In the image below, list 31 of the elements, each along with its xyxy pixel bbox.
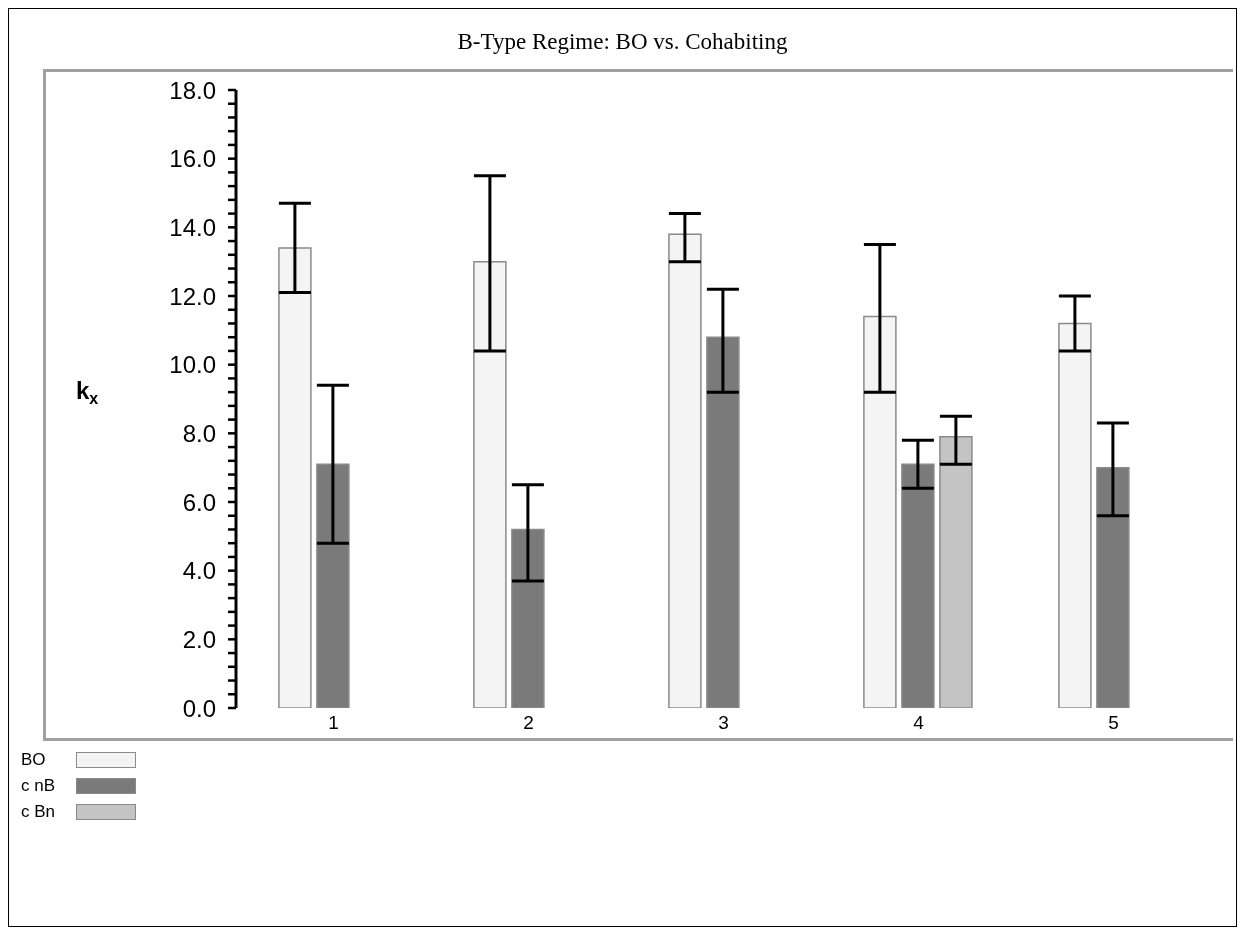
y-tick-label: 12.0 bbox=[169, 282, 216, 310]
bar bbox=[511, 528, 545, 708]
y-tick-label: 6.0 bbox=[182, 488, 216, 516]
y-tick-label: 2.0 bbox=[182, 625, 216, 653]
y-tick-label: 4.0 bbox=[182, 557, 216, 585]
y-tick-label: 18.0 bbox=[169, 76, 216, 104]
legend-label: BO bbox=[21, 749, 47, 771]
bar bbox=[706, 336, 740, 708]
y-tick-label: 8.0 bbox=[182, 419, 216, 447]
bar bbox=[901, 463, 935, 708]
y-tick-label: 14.0 bbox=[169, 213, 216, 241]
legend-label: c nB bbox=[21, 775, 57, 797]
bar bbox=[1058, 322, 1092, 708]
y-tick-label: 0.0 bbox=[182, 694, 216, 722]
x-tick-label: 4 bbox=[913, 712, 925, 734]
bar bbox=[1096, 466, 1130, 708]
bar bbox=[939, 436, 973, 708]
bar bbox=[278, 247, 312, 708]
bar bbox=[316, 463, 350, 708]
chart-title: B-Type Regime: BO vs. Cohabiting bbox=[456, 28, 789, 56]
bar bbox=[863, 315, 897, 708]
x-tick-label: 2 bbox=[523, 712, 534, 734]
x-tick-label: 5 bbox=[1108, 712, 1119, 734]
y-tick-label: 16.0 bbox=[169, 145, 216, 173]
y-axis-title: k$_{x}$ bbox=[76, 377, 99, 407]
bar bbox=[473, 260, 507, 708]
x-tick-label: 1 bbox=[328, 712, 339, 734]
x-tick-label: 3 bbox=[718, 712, 729, 734]
bar bbox=[668, 233, 702, 708]
y-tick-label: 10.0 bbox=[169, 351, 216, 379]
legend-label: c Bn bbox=[21, 801, 57, 823]
